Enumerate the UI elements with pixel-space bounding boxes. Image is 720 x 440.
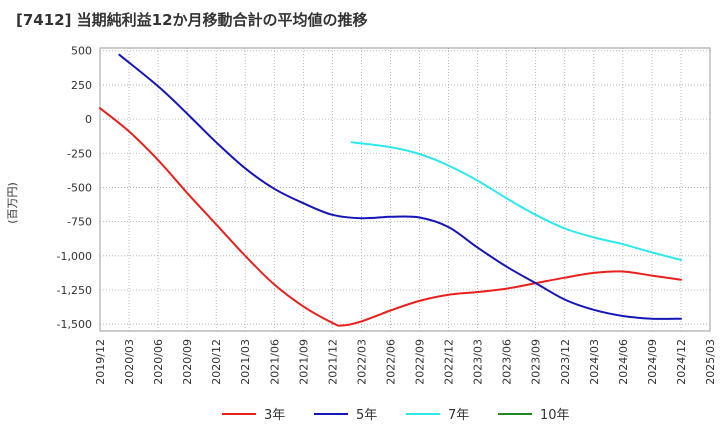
legend: 3年 5年 7年 10年	[222, 408, 570, 423]
x-tick-label: 2023/09	[530, 339, 543, 385]
x-tick-label: 2021/09	[297, 339, 310, 385]
x-tick-label: 2020/12	[210, 339, 223, 385]
x-tick-label: 2022/03	[355, 339, 368, 385]
x-tick-label: 2021/03	[239, 339, 252, 385]
y-tick-label: -1,500	[57, 318, 92, 331]
x-tick-label: 2023/12	[559, 339, 572, 385]
x-tick-label: 2024/06	[617, 339, 630, 385]
x-tick-label: 2024/09	[646, 339, 659, 385]
x-axis: 2019/12 2020/03 2020/06 2020/09 2020/12 2021/…	[94, 339, 717, 385]
x-tick-label: 2019/12	[94, 339, 107, 385]
legend-label: 3年	[264, 408, 285, 423]
series-lines	[99, 53, 682, 327]
y-tick-label: 250	[71, 79, 92, 92]
x-tick-label: 2022/06	[384, 339, 397, 385]
legend-label: 10年	[540, 408, 570, 423]
x-tick-label: 2022/12	[443, 339, 456, 385]
y-tick-label: 0	[85, 113, 92, 126]
chart-title: [7412] 当期純利益12か月移動合計の平均値の推移	[16, 11, 368, 29]
y-tick-label: -1,000	[57, 250, 92, 263]
x-tick-label: 2020/09	[181, 339, 194, 385]
x-tick-label: 2024/12	[675, 339, 688, 385]
x-tick-label: 2024/03	[588, 339, 601, 385]
x-tick-label: 2020/03	[123, 339, 136, 385]
legend-label: 5年	[356, 408, 377, 423]
y-axis-label: (百万円)	[6, 182, 19, 224]
x-tick-label: 2023/03	[472, 339, 485, 385]
legend-label: 7年	[448, 408, 469, 423]
series-line-7年	[350, 141, 682, 261]
x-tick-label: 2020/06	[152, 339, 165, 385]
series-line-5年	[118, 53, 682, 320]
x-tick-label: 2022/09	[414, 339, 427, 385]
y-tick-label: -500	[67, 181, 92, 194]
x-tick-label: 2021/06	[268, 339, 281, 385]
y-tick-label: -750	[67, 216, 92, 229]
y-tick-label: -250	[67, 147, 92, 160]
x-tick-label: 2025/03	[704, 339, 717, 385]
x-tick-label: 2021/12	[326, 339, 339, 385]
y-tick-label: 500	[71, 45, 92, 58]
x-tick-label: 2023/06	[501, 339, 514, 385]
gridlines	[99, 48, 711, 331]
y-axis: 500 250 0 -250 -500 -750 -1,000 -1,250 -1,500	[57, 45, 92, 331]
series-line-3年	[99, 107, 682, 327]
plot-area	[99, 47, 711, 332]
y-tick-label: -1,250	[57, 284, 92, 297]
